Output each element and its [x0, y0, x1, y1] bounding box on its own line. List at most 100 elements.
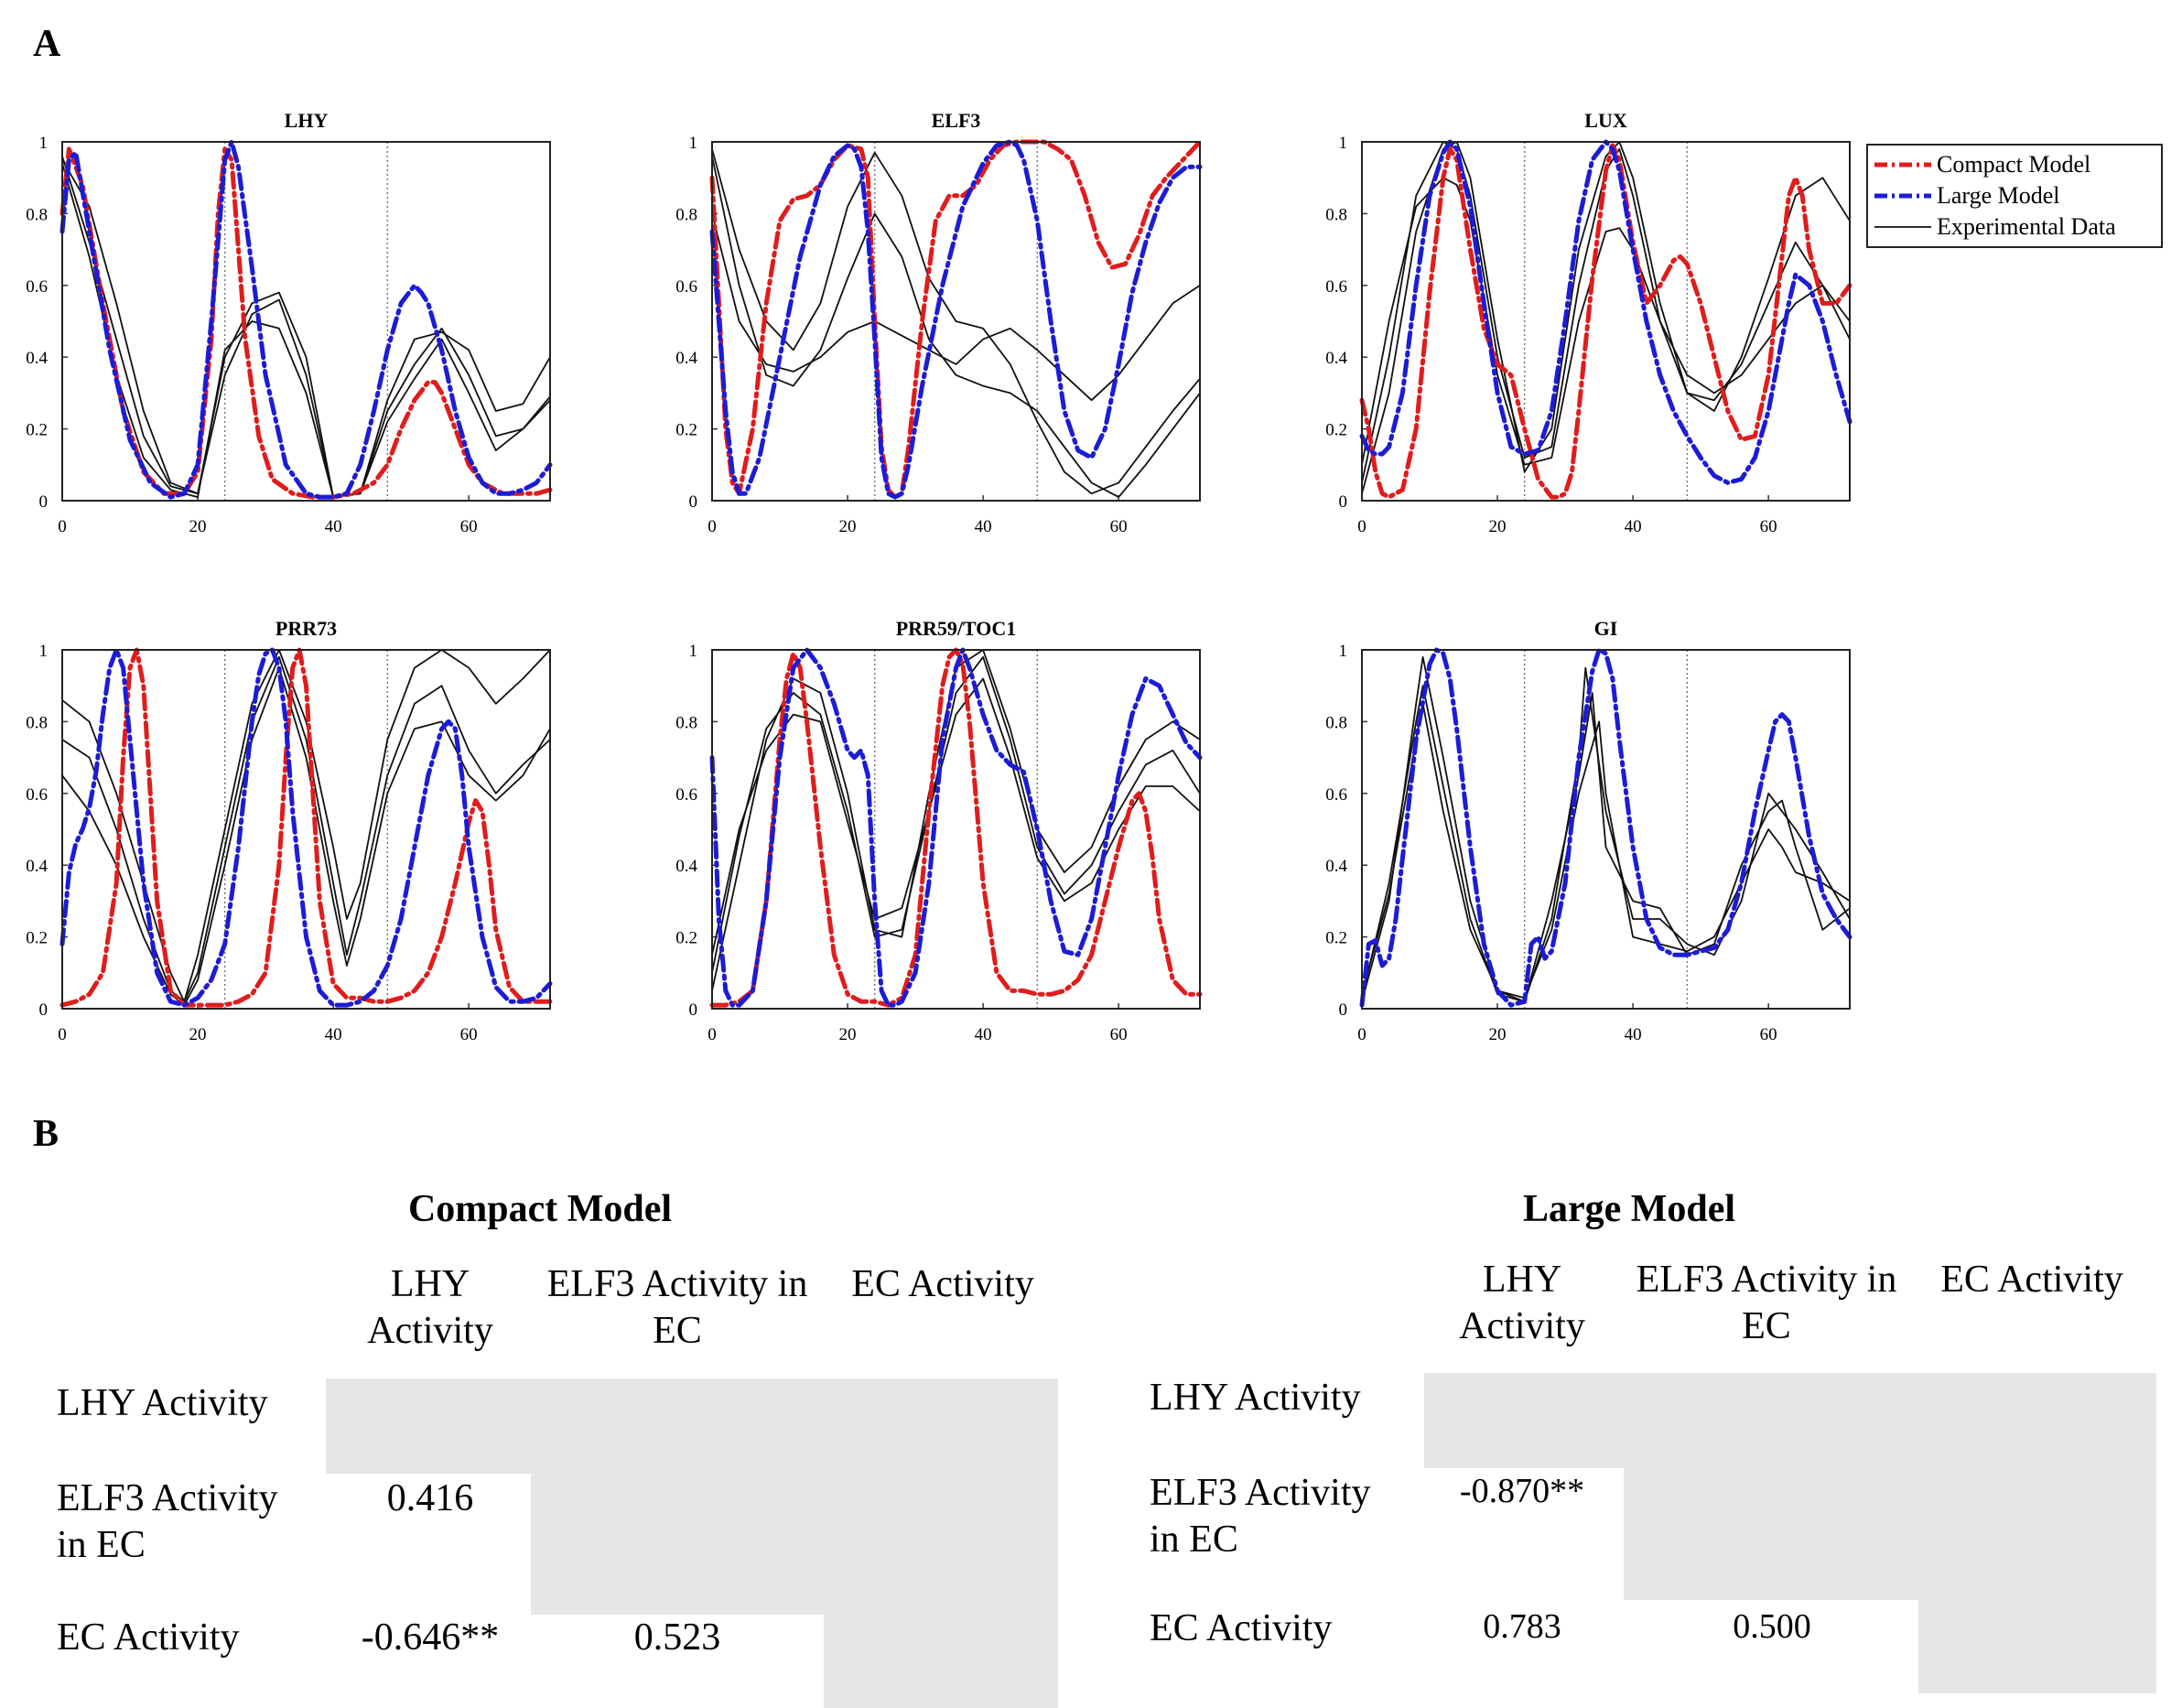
- x-tick-label: 60: [1760, 1025, 1777, 1044]
- x-tick-label: 60: [1110, 517, 1128, 536]
- shaded-cell: [824, 1613, 1058, 1708]
- experimental-data-line: [711, 655, 1201, 974]
- x-tick-label: 0: [1357, 517, 1366, 536]
- plot-frame: [711, 141, 1201, 502]
- y-tick-label: 0: [1339, 1000, 1348, 1020]
- experimental-data-line: [711, 155, 1201, 498]
- y-tick-label: 0.8: [26, 713, 48, 732]
- legend-label: Compact Model: [1937, 151, 2090, 178]
- shaded-cell: [1918, 1598, 2156, 1693]
- y-tick-label: 0.4: [1325, 349, 1347, 368]
- plot-frame: [61, 649, 551, 1010]
- x-tick-label: 20: [1489, 1025, 1507, 1044]
- y-tick-label: 0.6: [26, 785, 48, 805]
- column-header: EC Activity: [851, 1263, 1034, 1305]
- y-tick-label: 1: [39, 642, 49, 661]
- y-tick-label: 0.8: [26, 205, 48, 224]
- row-header: ELF3 Activity in EC: [57, 1477, 278, 1567]
- large-model-line: [709, 139, 1203, 500]
- y-tick-label: 0.2: [675, 929, 697, 948]
- y-tick-label: 0.2: [675, 421, 697, 440]
- y-tick-label: 0.2: [26, 929, 48, 948]
- legend: Compact Model Large Model Experimental Dat…: [1866, 144, 2163, 248]
- row-header: EC Activity: [57, 1616, 240, 1659]
- experimental-data-line: [711, 147, 1201, 495]
- large-model-line: [59, 647, 553, 1008]
- table-title: Large Model: [1522, 1188, 1736, 1230]
- experimental-data-line: [61, 649, 551, 1003]
- experimental-data-line: [711, 677, 1201, 957]
- row-header: ELF3 Activity in EC: [1150, 1472, 1371, 1562]
- x-tick-label: 20: [189, 1025, 207, 1044]
- line-chart-grid: LHY 0 0.2 0.4 0.6 0.8 1 0 20 40 60 ELF3 0 0.2 0.4 0.6 0.…: [26, 109, 2163, 1044]
- y-tick-label: 0.8: [675, 205, 697, 224]
- column-header: LHY Activity: [367, 1263, 493, 1353]
- y-tick-label: 0.6: [675, 277, 697, 297]
- column-header: LHY Activity: [1459, 1259, 1585, 1348]
- subplot-title: PRR59/TOC1: [896, 617, 1017, 640]
- y-tick-label: 1: [689, 134, 698, 153]
- table-title: Compact Model: [407, 1188, 673, 1230]
- subplot-title: PRR73: [275, 617, 337, 640]
- x-tick-label: 60: [460, 517, 478, 536]
- y-tick-label: 0.8: [675, 713, 697, 732]
- experimental-data-line: [61, 158, 551, 498]
- x-tick-label: 0: [58, 517, 67, 536]
- table-cell: 0.500: [1733, 1607, 1811, 1646]
- plot-frame: [711, 649, 1201, 1010]
- y-tick-label: 0: [689, 1000, 698, 1020]
- plot-frame: [1361, 649, 1851, 1010]
- subplot-gi: GI 0 0.2 0.4 0.6 0.8 1 0 20 40 60: [1325, 617, 1853, 1044]
- large-model-line: [1359, 647, 1853, 1008]
- table-cell: 0.523: [633, 1616, 721, 1659]
- shaded-cell: [1624, 1466, 2156, 1600]
- shaded-cell: [531, 1472, 1058, 1615]
- subplot-prr59-toc1: PRR59/TOC1 0 0.2 0.4 0.6 0.8 1 0 20 40 60: [675, 617, 1203, 1044]
- y-tick-label: 0.4: [1325, 857, 1347, 876]
- y-tick-label: 0.2: [26, 421, 48, 440]
- y-tick-label: 0.4: [26, 349, 48, 368]
- x-tick-label: 60: [460, 1025, 478, 1044]
- y-tick-label: 0.4: [26, 857, 48, 876]
- subplot-title: LUX: [1584, 109, 1627, 132]
- table-cell: -0.870**: [1459, 1472, 1585, 1510]
- x-tick-label: 40: [325, 517, 342, 536]
- y-tick-label: 1: [689, 642, 698, 661]
- subplot-lhy: LHY 0 0.2 0.4 0.6 0.8 1 0 20 40 60: [26, 109, 553, 536]
- y-tick-label: 0: [39, 1000, 49, 1020]
- experimental-data-line: [61, 155, 551, 498]
- row-header: EC Activity: [1150, 1607, 1333, 1649]
- large-model-line: [709, 647, 1203, 1008]
- experimental-data-line: [1361, 685, 1851, 1003]
- y-tick-label: 0.2: [1325, 929, 1347, 948]
- subplot-title: GI: [1594, 617, 1618, 640]
- subplot-prr73: PRR73 0 0.2 0.4 0.6 0.8 1 0 20 40 60: [26, 617, 553, 1044]
- y-tick-label: 0.8: [1325, 205, 1347, 224]
- table-cell: 0.783: [1483, 1607, 1561, 1646]
- compact-model-line: [1359, 143, 1853, 500]
- subplot-title: LHY: [285, 109, 329, 132]
- y-tick-label: 0.6: [675, 785, 697, 805]
- large-model-table: Large Model LHY Activity ELF3 Activity i…: [1089, 0, 2182, 1703]
- x-tick-label: 40: [1625, 517, 1642, 536]
- panel-a-label: A: [33, 23, 61, 65]
- x-tick-label: 20: [839, 517, 857, 536]
- experimental-data-line: [1361, 702, 1851, 1000]
- y-tick-label: 0: [1339, 492, 1348, 512]
- y-tick-label: 0: [39, 492, 49, 512]
- legend-label: Experimental Data: [1937, 213, 2116, 240]
- x-tick-label: 60: [1760, 517, 1777, 536]
- legend-label: Large Model: [1937, 182, 2060, 209]
- column-header: ELF3 Activity in EC: [1636, 1259, 1897, 1348]
- x-tick-label: 0: [708, 517, 717, 536]
- experimental-data-line: [61, 162, 551, 498]
- y-tick-label: 0.8: [1325, 713, 1347, 732]
- x-tick-label: 0: [1357, 1025, 1366, 1044]
- row-header: LHY Activity: [57, 1382, 268, 1424]
- compact-model-line: [709, 139, 1203, 500]
- x-tick-label: 20: [1489, 517, 1507, 536]
- plot-frame: [61, 141, 551, 502]
- x-tick-label: 40: [975, 517, 992, 536]
- y-tick-label: 1: [1339, 642, 1348, 661]
- large-model-line: [59, 139, 553, 500]
